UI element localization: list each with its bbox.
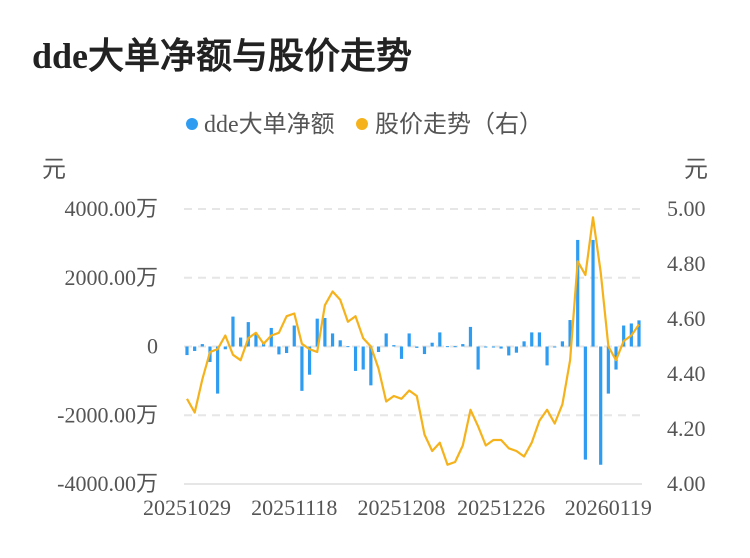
line-series <box>186 216 640 466</box>
right-tick-label: 4.00 <box>667 471 706 496</box>
legend: dde大单净额 股价走势（右） <box>186 111 543 138</box>
bar <box>468 326 473 347</box>
left-tick-label: 4000.00万 <box>64 196 158 221</box>
bar <box>545 346 549 366</box>
bar <box>553 346 557 348</box>
bar <box>415 346 419 348</box>
price-line <box>186 216 640 466</box>
x-tick-label: 20251226 <box>457 495 545 520</box>
left-axis-unit: 元 <box>42 157 66 183</box>
bar <box>430 342 434 347</box>
bar <box>216 346 220 394</box>
right-axis-unit: 元 <box>684 157 708 183</box>
left-tick-label: -4000.00万 <box>57 471 158 496</box>
bar <box>277 346 281 355</box>
chart-title: dde大单净额与股价走势 <box>32 36 412 76</box>
bar <box>476 346 480 370</box>
bar <box>522 341 526 347</box>
bar <box>392 345 396 347</box>
x-tick-label: 20251208 <box>358 495 446 520</box>
bar-series <box>185 239 641 465</box>
bar <box>491 346 496 348</box>
bar <box>445 346 450 348</box>
x-axis-ticks: 20251029 20251118 20251208 20251226 20260119 <box>143 495 652 520</box>
left-tick-label: 0 <box>147 334 158 359</box>
bar <box>254 333 258 347</box>
bar <box>453 346 457 348</box>
bar <box>223 346 227 350</box>
legend-marker-line <box>356 118 368 130</box>
bar <box>246 322 250 347</box>
bar <box>583 346 587 460</box>
bar <box>376 346 381 352</box>
bar <box>484 346 488 348</box>
bar <box>292 325 296 347</box>
bar <box>300 346 304 391</box>
right-axis-ticks: 5.00 4.80 4.60 4.40 4.20 4.00 <box>667 196 706 496</box>
bar <box>507 346 511 356</box>
bar <box>369 346 373 386</box>
bar <box>307 346 312 375</box>
bar <box>591 239 595 347</box>
gridlines <box>184 208 642 485</box>
bar <box>568 320 572 347</box>
bar <box>530 332 534 347</box>
right-tick-label: 4.80 <box>667 251 706 276</box>
bar <box>422 346 427 355</box>
bar <box>560 341 564 347</box>
x-tick-label: 20251029 <box>143 495 231 520</box>
bar <box>315 318 319 347</box>
bar <box>514 346 519 353</box>
bar <box>262 343 266 347</box>
x-tick-label: 20260119 <box>565 495 652 520</box>
legend-marker-bars <box>186 118 198 130</box>
bar <box>537 332 542 347</box>
bar <box>384 333 388 347</box>
legend-label-bars[interactable]: dde大单净额 <box>204 111 335 138</box>
bar <box>269 327 273 347</box>
bar <box>353 346 358 371</box>
bar <box>323 317 327 347</box>
x-tick-label: 20251118 <box>251 495 337 520</box>
bar <box>330 333 335 347</box>
left-tick-label: 2000.00万 <box>64 265 158 290</box>
bar <box>599 346 603 465</box>
right-tick-label: 4.20 <box>667 416 706 441</box>
bar <box>407 333 411 347</box>
bar <box>606 346 610 394</box>
right-tick-label: 4.60 <box>667 306 706 331</box>
bar <box>239 337 243 347</box>
right-tick-label: 4.40 <box>667 361 706 386</box>
left-tick-label: -2000.00万 <box>57 402 158 427</box>
bar <box>231 316 235 347</box>
bar <box>461 344 465 347</box>
bar <box>284 346 289 354</box>
left-axis-ticks: 4000.00万 2000.00万 0 -2000.00万 -4000.00万 <box>57 196 158 496</box>
bar <box>637 320 641 347</box>
right-tick-label: 5.00 <box>667 196 706 221</box>
bar <box>338 340 342 347</box>
bar <box>622 325 626 347</box>
legend-label-line[interactable]: 股价走势（右） <box>375 111 543 138</box>
bar <box>193 346 197 351</box>
bar <box>499 346 503 349</box>
bar <box>399 346 404 359</box>
bar <box>438 332 442 347</box>
bar <box>185 346 189 356</box>
bar <box>200 344 204 347</box>
bar <box>361 346 365 370</box>
bar <box>576 239 580 347</box>
bar <box>346 346 350 348</box>
